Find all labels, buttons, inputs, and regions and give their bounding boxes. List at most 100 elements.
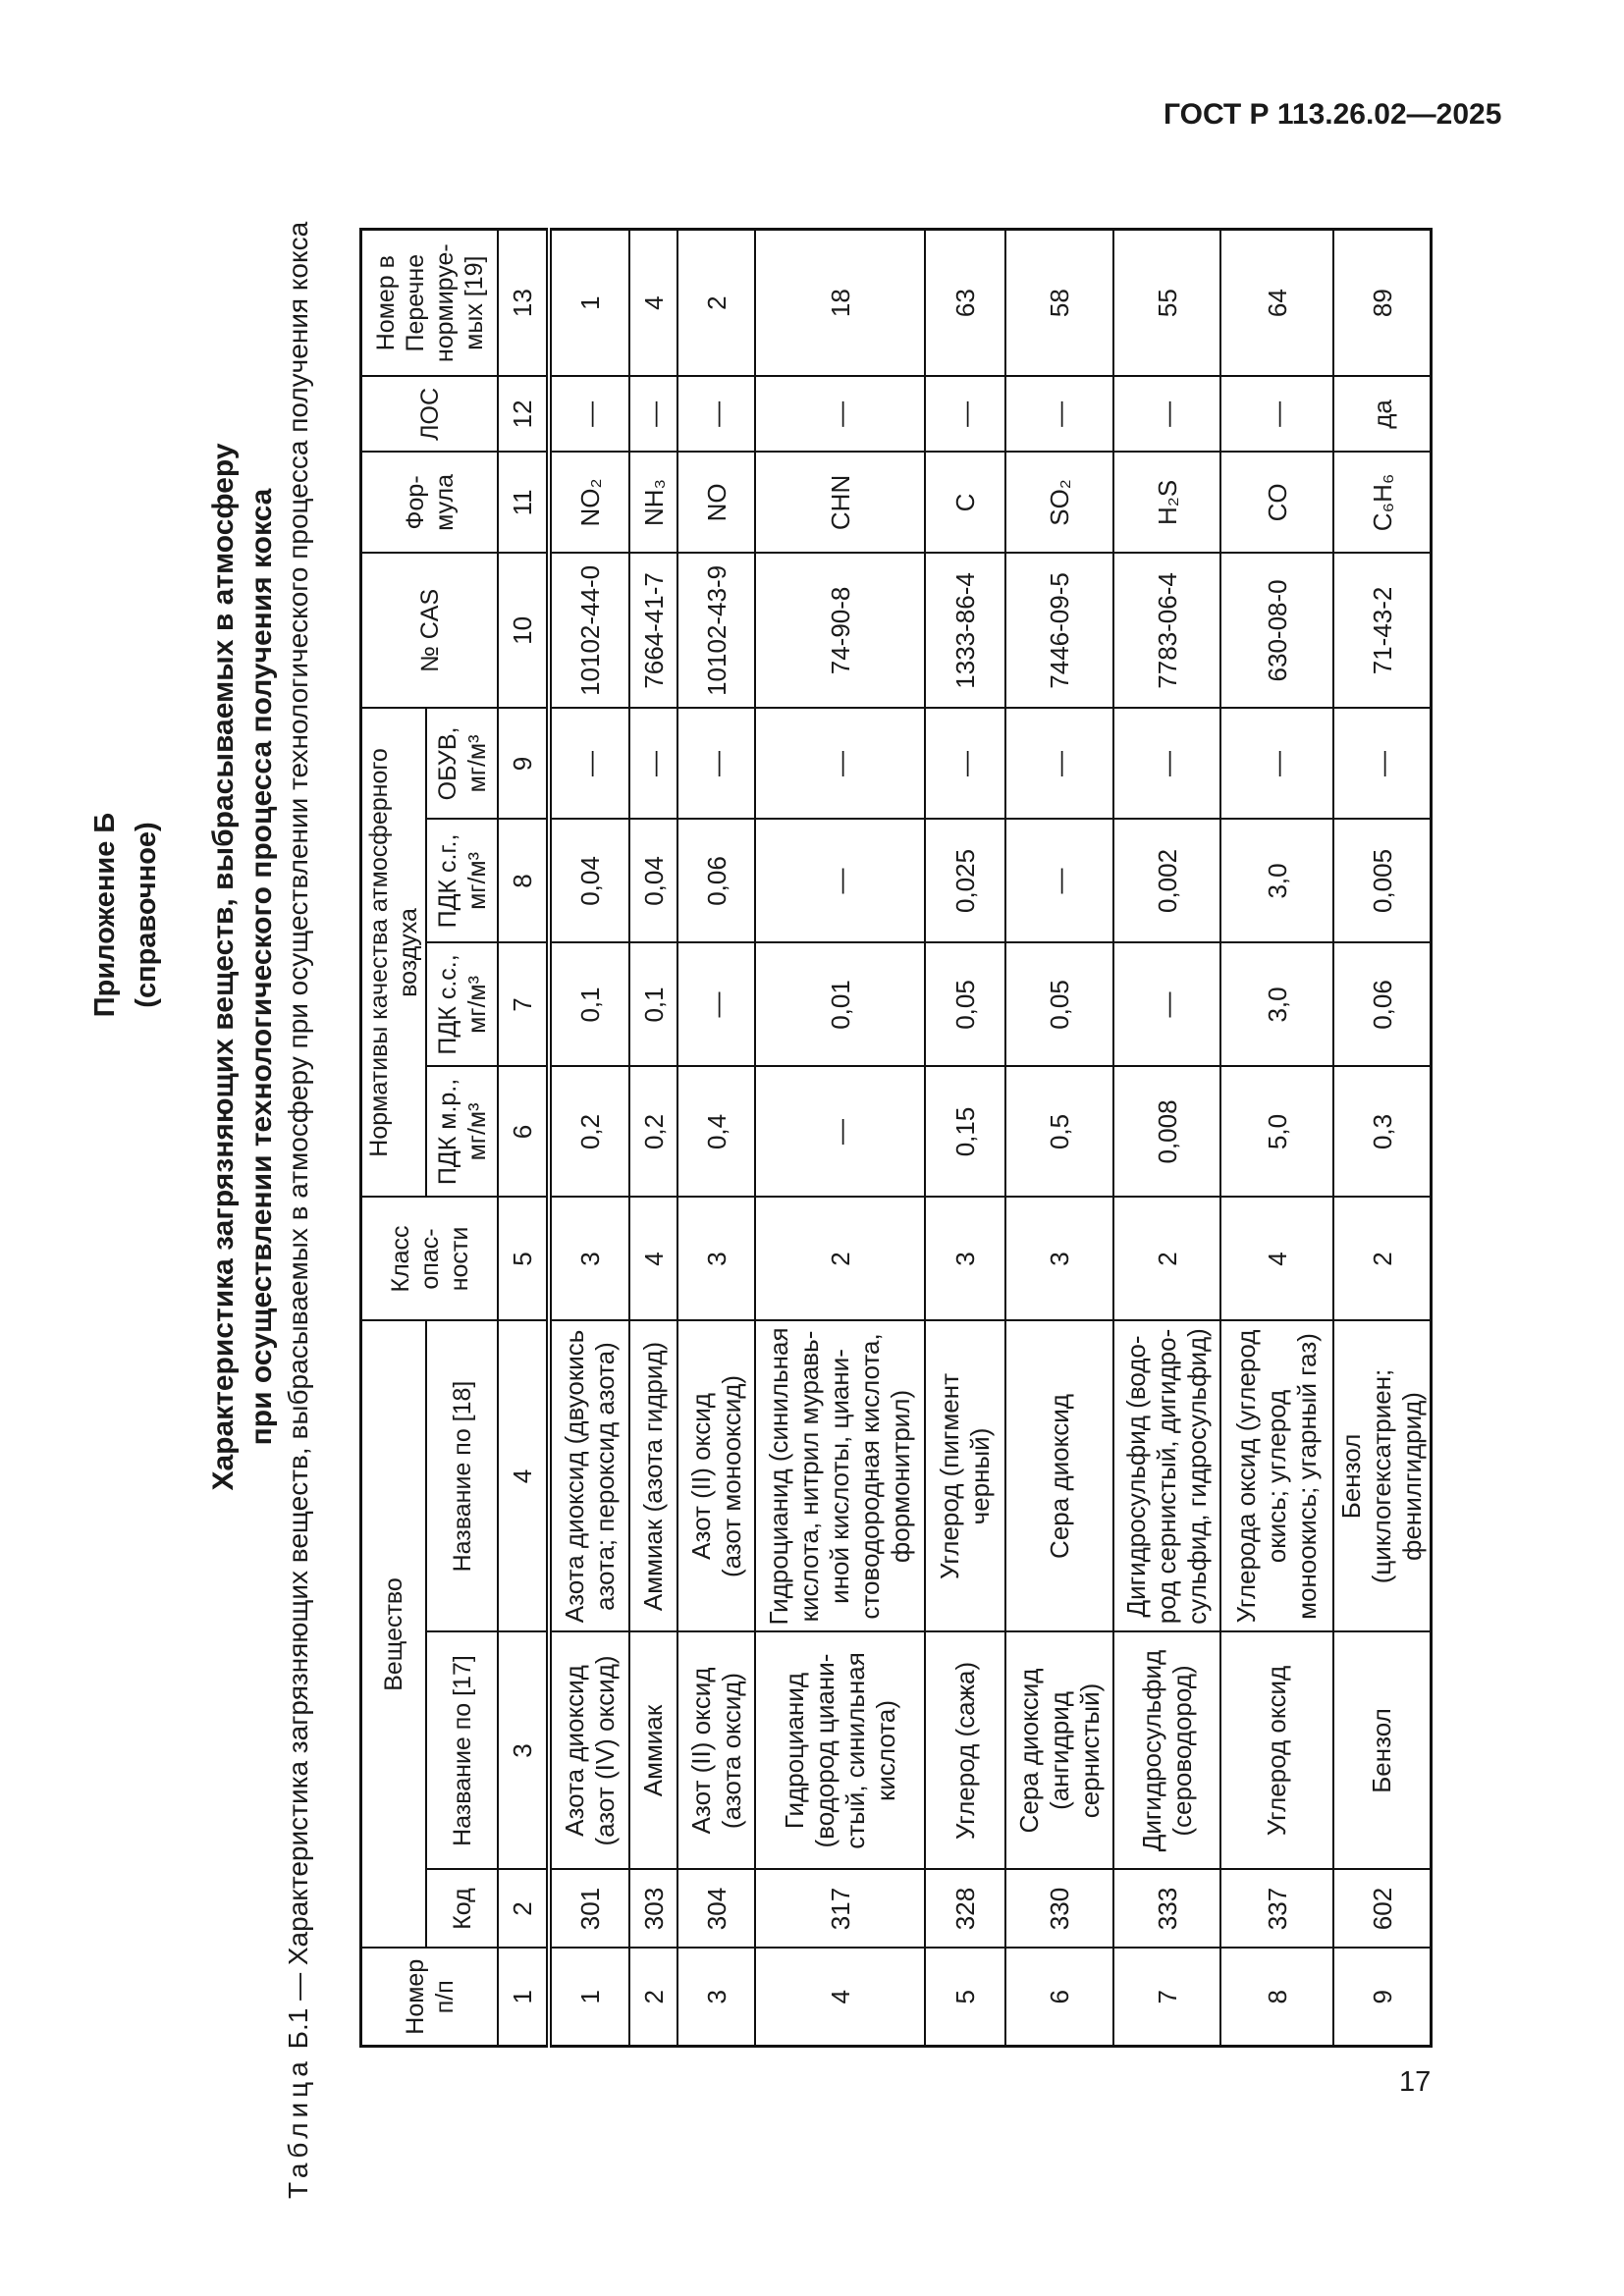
cell-class: 3 — [549, 1197, 629, 1321]
column-number: 3 — [498, 1631, 549, 1870]
cell-obuv: — — [549, 708, 629, 820]
table-caption-dash: — — [283, 1972, 313, 2001]
cell-num: 6 — [1005, 1948, 1113, 2047]
cell-pdk-mr: 0,2 — [629, 1066, 677, 1198]
cell-num: 8 — [1220, 1948, 1333, 2047]
table-caption-number: Б.1 — [283, 2007, 313, 2050]
cell-obuv: — — [1333, 708, 1432, 820]
column-number: 7 — [498, 942, 549, 1067]
cell-pdk-sg: — — [755, 819, 925, 943]
cell-code: 304 — [677, 1869, 755, 1949]
cell-name17: Азот (II) оксид (азота оксид) — [677, 1631, 755, 1870]
cell-cas: 7446-09-5 — [1005, 553, 1113, 709]
cell-cas: 630-08-0 — [1220, 553, 1333, 709]
cell-pdk-mr: 0,3 — [1333, 1066, 1432, 1198]
cell-code: 337 — [1220, 1869, 1333, 1949]
table-row: 7 333 Дигидросульфид (сероводород) Дигид… — [1113, 229, 1220, 2047]
cell-obuv: — — [925, 708, 1005, 820]
cell-pdk-ss: 0,1 — [549, 942, 629, 1067]
col-header-voc: ЛОС — [360, 376, 498, 453]
cell-voc: — — [677, 376, 755, 453]
cell-pdk-sg: 0,005 — [1333, 819, 1432, 943]
cell-formula: SO₂ — [1005, 452, 1113, 554]
cell-class: 3 — [677, 1197, 755, 1321]
cell-formula: NH₃ — [629, 452, 677, 554]
cell-num: 7 — [1113, 1948, 1220, 2047]
table-row: 2 303 Аммиак Аммиак (азота гидрид) 4 0,2… — [629, 229, 677, 2047]
cell-pdk-sg: 0,04 — [549, 819, 629, 943]
cell-voc: — — [549, 376, 629, 453]
table-caption-text: Характеристика загрязняющих веществ, выб… — [283, 221, 313, 1966]
cell-pdk-mr: 5,0 — [1220, 1066, 1333, 1198]
cell-formula: NO₂ — [549, 452, 629, 554]
cell-pdk-mr: 0,15 — [925, 1066, 1005, 1198]
cell-class: 2 — [1333, 1197, 1432, 1321]
cell-formula: C — [925, 452, 1005, 554]
cell-pdk-ss: 0,01 — [755, 942, 925, 1067]
cell-formula: NO — [677, 452, 755, 554]
col-header-code: Код — [426, 1869, 498, 1949]
cell-list-number: 18 — [755, 229, 925, 377]
cell-code: 301 — [549, 1869, 629, 1949]
cell-list-number: 4 — [629, 229, 677, 377]
landscape-rotated-content: Приложение Б (справочное) Характеристика… — [59, 137, 1433, 2214]
cell-cas: 74-90-8 — [755, 553, 925, 709]
cell-class: 3 — [925, 1197, 1005, 1321]
cell-class: 4 — [1220, 1197, 1333, 1321]
page-title: Характеристика загрязняющих веществ, выб… — [204, 0, 281, 1949]
appendix-block: Приложение Б (справочное) — [84, 620, 167, 1209]
cell-voc: — — [1220, 376, 1333, 453]
cell-name18: Азот (II) оксид (азот монооксид) — [677, 1320, 755, 1632]
cell-voc: — — [755, 376, 925, 453]
cell-pdk-ss: — — [1113, 942, 1220, 1067]
cell-pdk-sg: 3,0 — [1220, 819, 1333, 943]
cell-formula: CHN — [755, 452, 925, 554]
header-row-group: Номер п/п Вещество Класс опас- ности Нор… — [360, 229, 498, 2047]
page-title-line2: при осуществлении технологического проце… — [245, 488, 278, 1446]
cell-num: 1 — [549, 1948, 629, 2047]
cell-name18: Сера диоксид — [1005, 1320, 1113, 1632]
col-header-formula: Фор- мула — [360, 452, 498, 554]
cell-pdk-mr: 0,5 — [1005, 1066, 1113, 1198]
column-number: 10 — [498, 553, 549, 709]
cell-pdk-ss: 0,1 — [629, 942, 677, 1067]
cell-code: 330 — [1005, 1869, 1113, 1949]
appendix-sublabel: (справочное) — [131, 822, 162, 1008]
cell-pdk-mr: 0,2 — [549, 1066, 629, 1198]
column-number: 8 — [498, 819, 549, 943]
cell-class: 2 — [755, 1197, 925, 1321]
cell-code: 303 — [629, 1869, 677, 1949]
col-header-hazard-class: Класс опас- ности — [360, 1197, 498, 1321]
table-row: 1 301 Азота диоксид (азот (IV) оксид) Аз… — [549, 229, 629, 2047]
cell-cas: 10102-43-9 — [677, 553, 755, 709]
column-number: 1 — [498, 1948, 549, 2047]
table-caption: Таблица Б.1 — Характеристика загрязняющи… — [283, 222, 314, 2199]
cell-cas: 1333-86-4 — [925, 553, 1005, 709]
column-number: 6 — [498, 1066, 549, 1198]
cell-pdk-sg: 0,04 — [629, 819, 677, 943]
col-header-substance-group: Вещество — [360, 1320, 426, 1949]
table-caption-word: Таблица — [283, 2056, 313, 2199]
col-header-obuv: ОБУВ, мг/м³ — [426, 708, 498, 820]
column-number: 13 — [498, 229, 549, 377]
appendix-label: Приложение Б — [89, 812, 121, 1018]
page-title-line1: Характеристика загрязняющих веществ, выб… — [207, 443, 240, 1491]
column-number: 11 — [498, 452, 549, 554]
cell-list-number: 64 — [1220, 229, 1333, 377]
cell-name18: Углерод (пигмент черный) — [925, 1320, 1005, 1632]
cell-name17: Азота диоксид (азот (IV) оксид) — [549, 1631, 629, 1870]
cell-name18: Бензол (циклогексатриен; фенилгидрид) — [1333, 1320, 1432, 1632]
cell-voc: — — [1113, 376, 1220, 453]
column-numbers-row: 1 2 3 4 5 6 7 8 9 10 11 12 13 — [498, 229, 549, 2047]
col-header-norms-group: Нормативы качества атмосферного воздуха — [360, 708, 426, 1198]
cell-list-number: 63 — [925, 229, 1005, 377]
col-header-pdk-ss: ПДК с.с., мг/м³ — [426, 942, 498, 1067]
cell-list-number: 1 — [549, 229, 629, 377]
cell-name17: Гидроцианид (водород циани- стый, синиль… — [755, 1631, 925, 1870]
cell-num: 2 — [629, 1948, 677, 2047]
cell-name17: Углерод оксид — [1220, 1631, 1333, 1870]
col-header-cas: № CAS — [360, 553, 498, 709]
col-header-num: Номер п/п — [360, 1948, 498, 2047]
cell-pdk-ss: — — [677, 942, 755, 1067]
